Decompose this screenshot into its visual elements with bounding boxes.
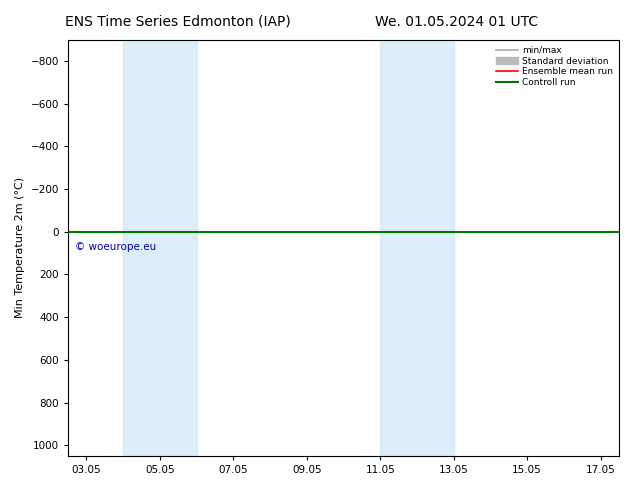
- Y-axis label: Min Temperature 2m (°C): Min Temperature 2m (°C): [15, 177, 25, 318]
- Bar: [123, 40, 197, 456]
- Text: © woeurope.eu: © woeurope.eu: [75, 243, 157, 252]
- Text: ENS Time Series Edmonton (IAP): ENS Time Series Edmonton (IAP): [65, 15, 290, 29]
- Legend: min/max, Standard deviation, Ensemble mean run, Controll run: min/max, Standard deviation, Ensemble me…: [494, 44, 614, 89]
- Text: We. 01.05.2024 01 UTC: We. 01.05.2024 01 UTC: [375, 15, 538, 29]
- Bar: [380, 40, 454, 456]
